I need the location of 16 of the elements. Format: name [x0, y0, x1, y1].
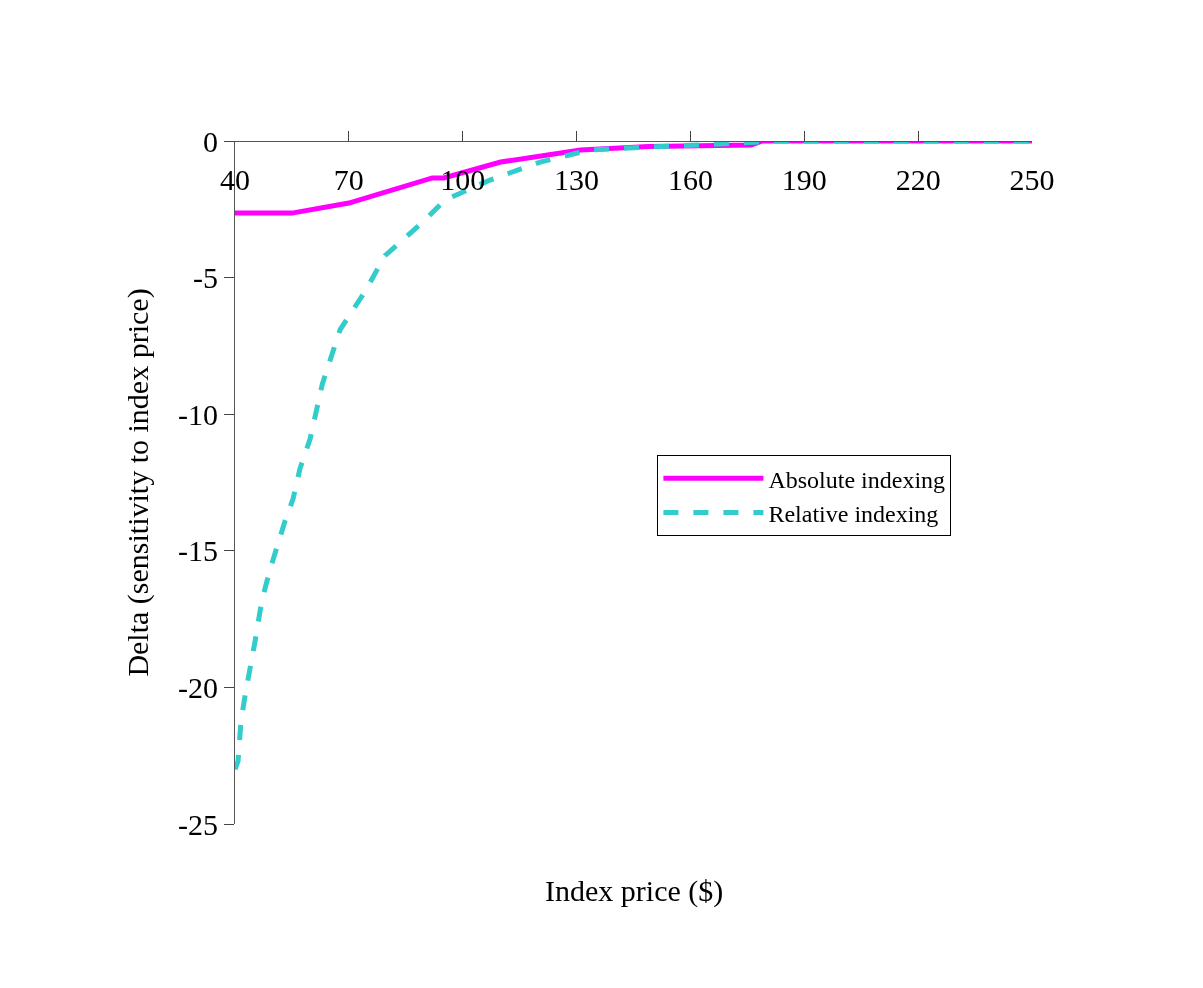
y-axis-title: Delta (sensitivity to index price) — [121, 288, 155, 677]
legend-label: Relative indexing — [768, 500, 939, 527]
x-tick-label: 190 — [781, 163, 827, 196]
y-tick-label: -15 — [178, 534, 218, 568]
x-tick-label: 250 — [1009, 163, 1055, 196]
x-tick-label: 160 — [667, 163, 713, 196]
y-tick-label: -10 — [178, 397, 218, 431]
x-tick-label: 130 — [554, 163, 600, 196]
x-tick-label: 220 — [895, 163, 941, 196]
x-axis-title: Index price ($) — [545, 874, 724, 908]
legend-label: Absolute indexing — [768, 466, 946, 493]
y-tick-label: -20 — [178, 670, 218, 704]
x-tick-label: 70 — [333, 163, 364, 196]
y-tick-label: 0 — [203, 124, 218, 158]
y-tick-label: -5 — [193, 261, 218, 295]
y-tick-label: -25 — [178, 807, 218, 841]
